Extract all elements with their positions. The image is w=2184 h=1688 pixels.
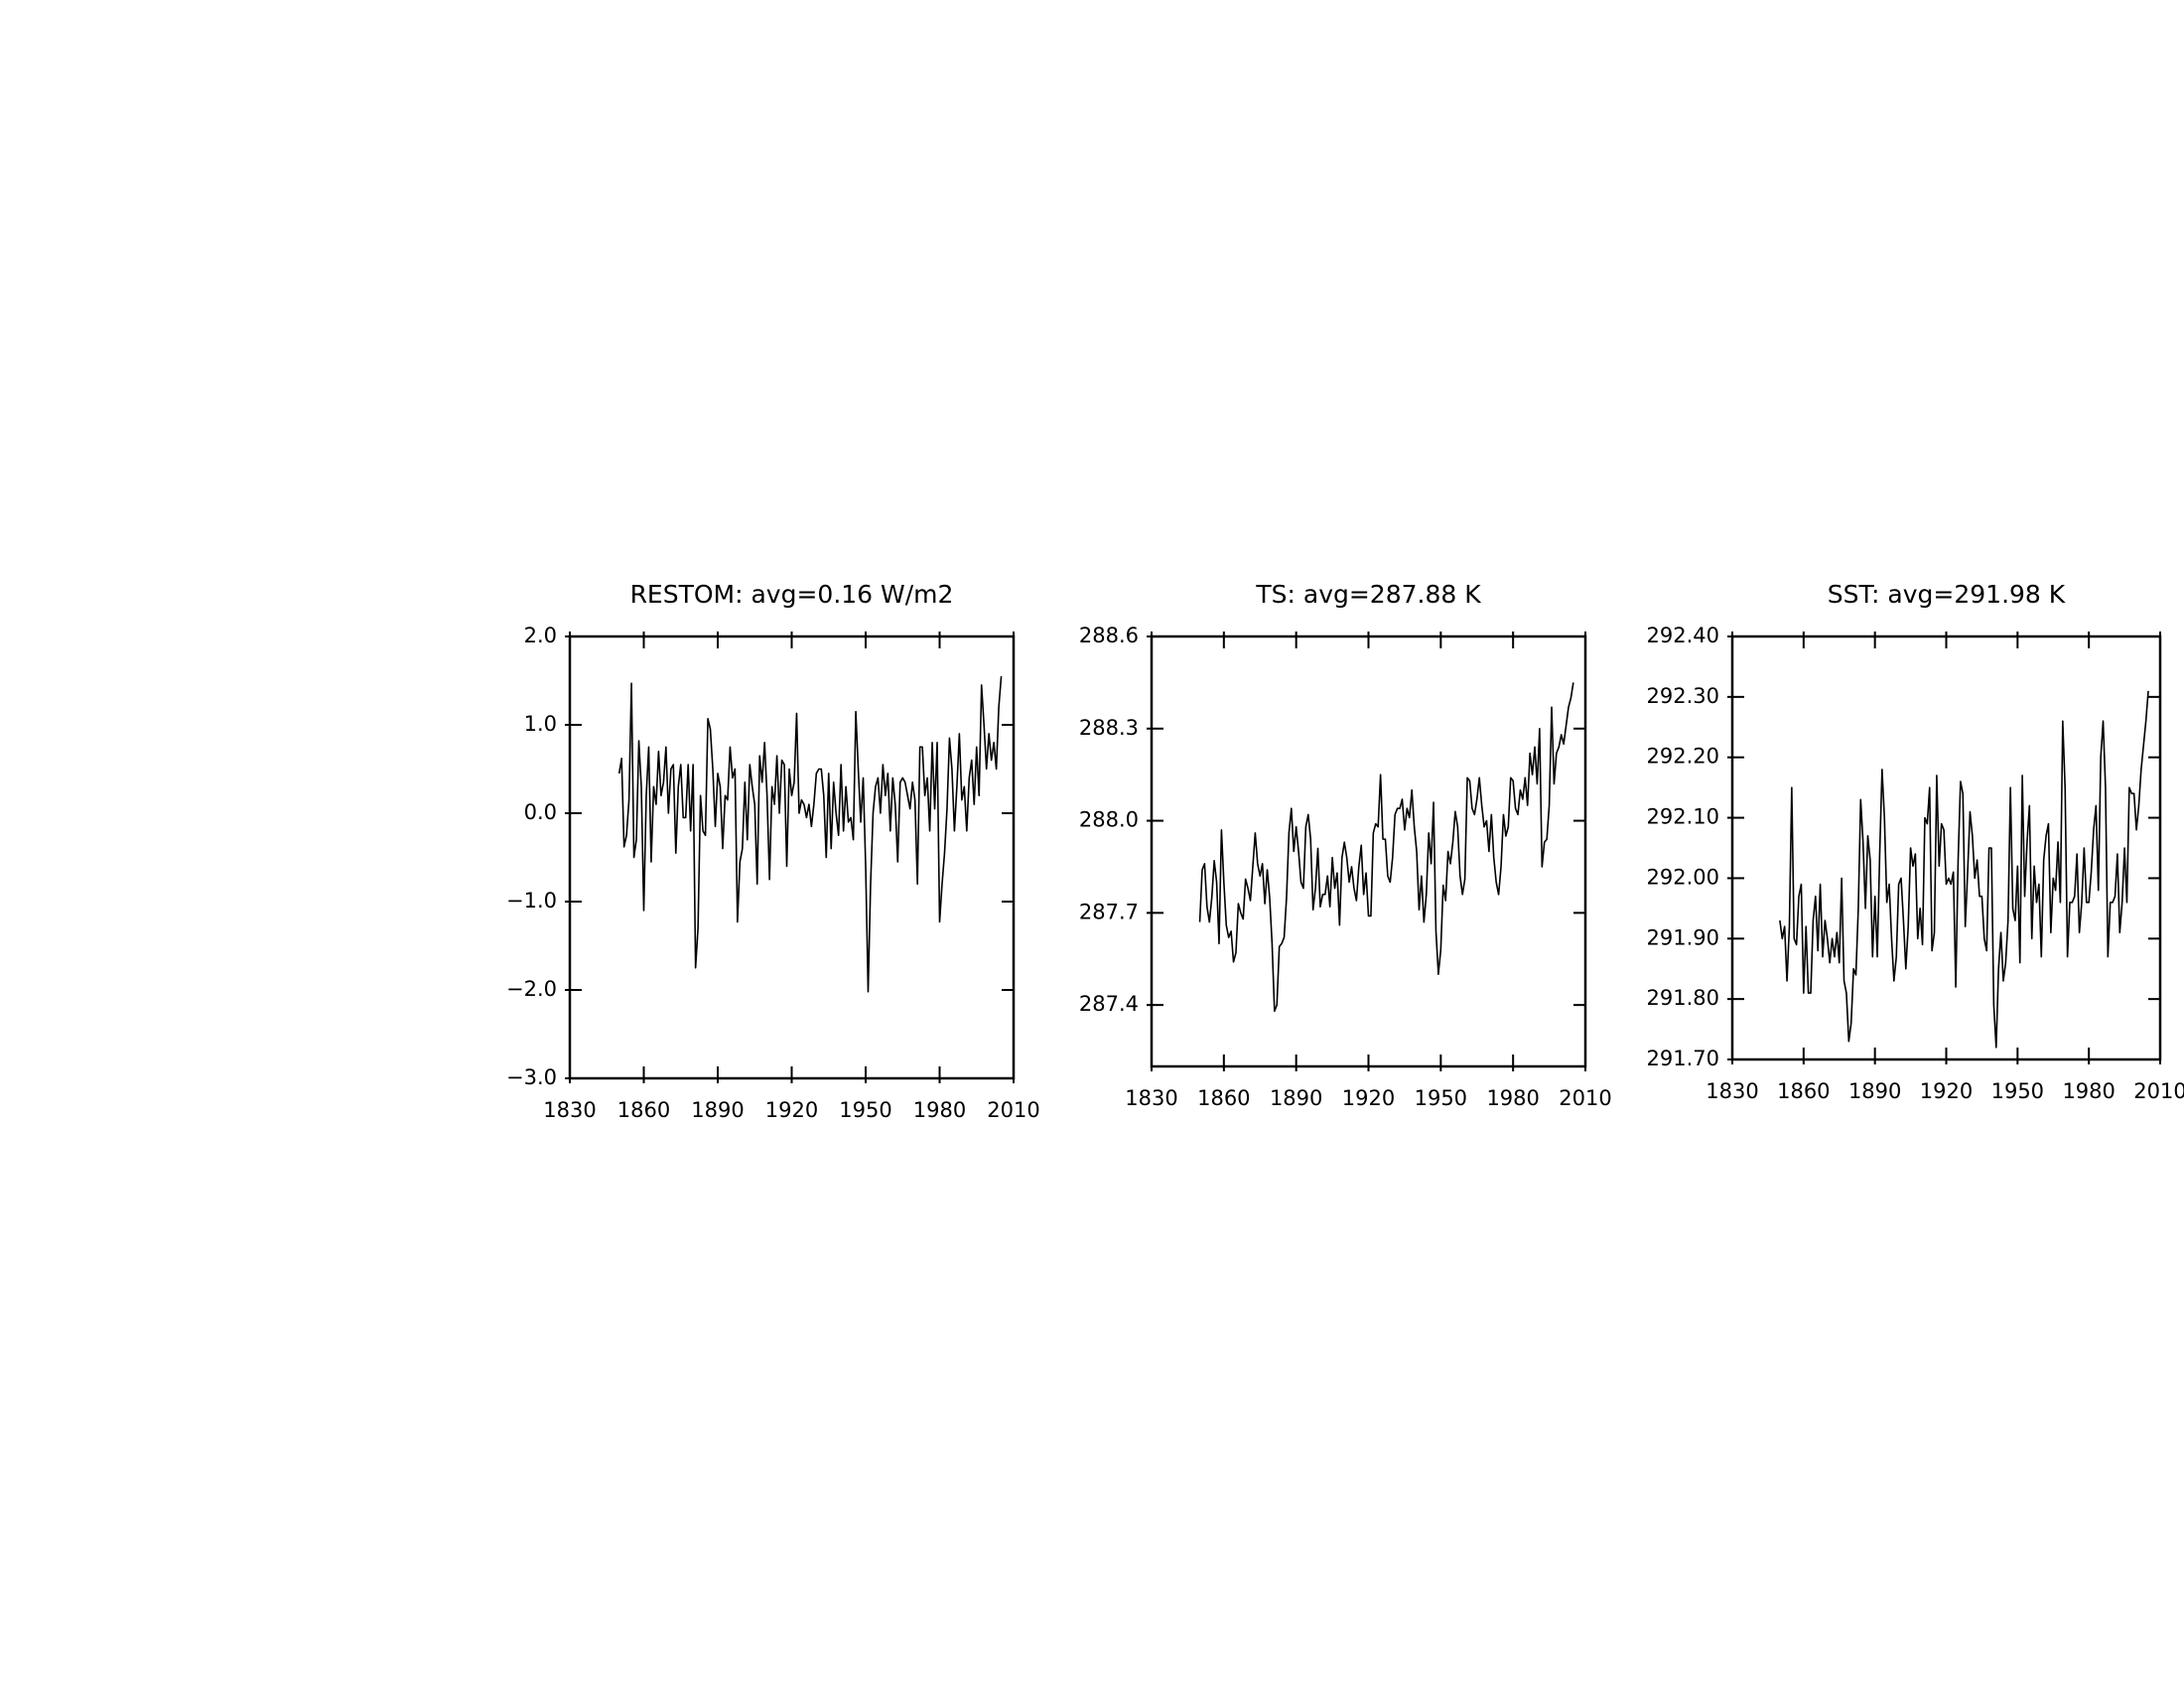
y-tick-label: 292.10 [1647,805,1719,829]
y-tick-label: 291.80 [1647,986,1719,1010]
x-tick-label: 1890 [691,1098,744,1122]
y-tick-label: 288.6 [1079,624,1139,647]
x-tick-label: 1830 [1125,1086,1177,1110]
chart-title: SST: avg=291.98 K [1828,580,2066,609]
x-tick-label: 1890 [1270,1086,1322,1110]
x-tick-label: 1860 [1777,1079,1830,1103]
x-tick-label: 1890 [1848,1079,1901,1103]
y-tick-label: 291.70 [1647,1047,1719,1070]
x-tick-label: 1920 [1920,1079,1973,1103]
chart-title: TS: avg=287.88 K [1255,580,1481,609]
x-tick-label: 1920 [765,1098,818,1122]
x-tick-label: 1830 [1706,1079,1758,1103]
x-tick-label: 1860 [1197,1086,1250,1110]
y-tick-label: −1.0 [506,889,557,913]
x-tick-label: 1950 [1991,1079,2044,1103]
y-tick-label: 287.7 [1079,900,1139,923]
y-tick-label: 2.0 [524,624,557,647]
y-tick-label: 287.4 [1079,992,1139,1016]
y-tick-label: 292.00 [1647,865,1719,889]
x-tick-label: 2010 [987,1098,1039,1122]
data-line [1198,682,1574,1013]
plot-frame [1150,634,1587,1068]
y-tick-label: 292.20 [1647,745,1719,769]
x-tick-label: 1830 [543,1098,596,1122]
x-tick-label: 1860 [617,1098,670,1122]
plot-frame [568,634,1016,1080]
y-tick-label: −2.0 [506,977,557,1001]
x-tick-label: 1980 [913,1098,966,1122]
y-tick-label: 1.0 [524,712,557,736]
data-line [1779,690,2149,1049]
x-tick-label: 1980 [2062,1079,2115,1103]
y-tick-label: −3.0 [506,1065,557,1089]
plot-frame [1730,634,2162,1061]
y-tick-label: 291.90 [1647,925,1719,949]
y-tick-label: 288.3 [1079,716,1139,740]
y-tick-label: 292.30 [1647,684,1719,708]
y-tick-label: 288.0 [1079,808,1139,832]
y-tick-label: 0.0 [524,800,557,824]
x-tick-label: 1920 [1342,1086,1395,1110]
x-tick-label: 2010 [1559,1086,1611,1110]
x-tick-label: 2010 [2133,1079,2184,1103]
y-tick-label: 292.40 [1647,624,1719,647]
chart-title: RESTOM: avg=0.16 W/m2 [630,580,954,609]
data-line [617,675,1003,993]
x-tick-label: 1980 [1486,1086,1539,1110]
x-tick-label: 1950 [839,1098,891,1122]
x-tick-label: 1950 [1415,1086,1467,1110]
